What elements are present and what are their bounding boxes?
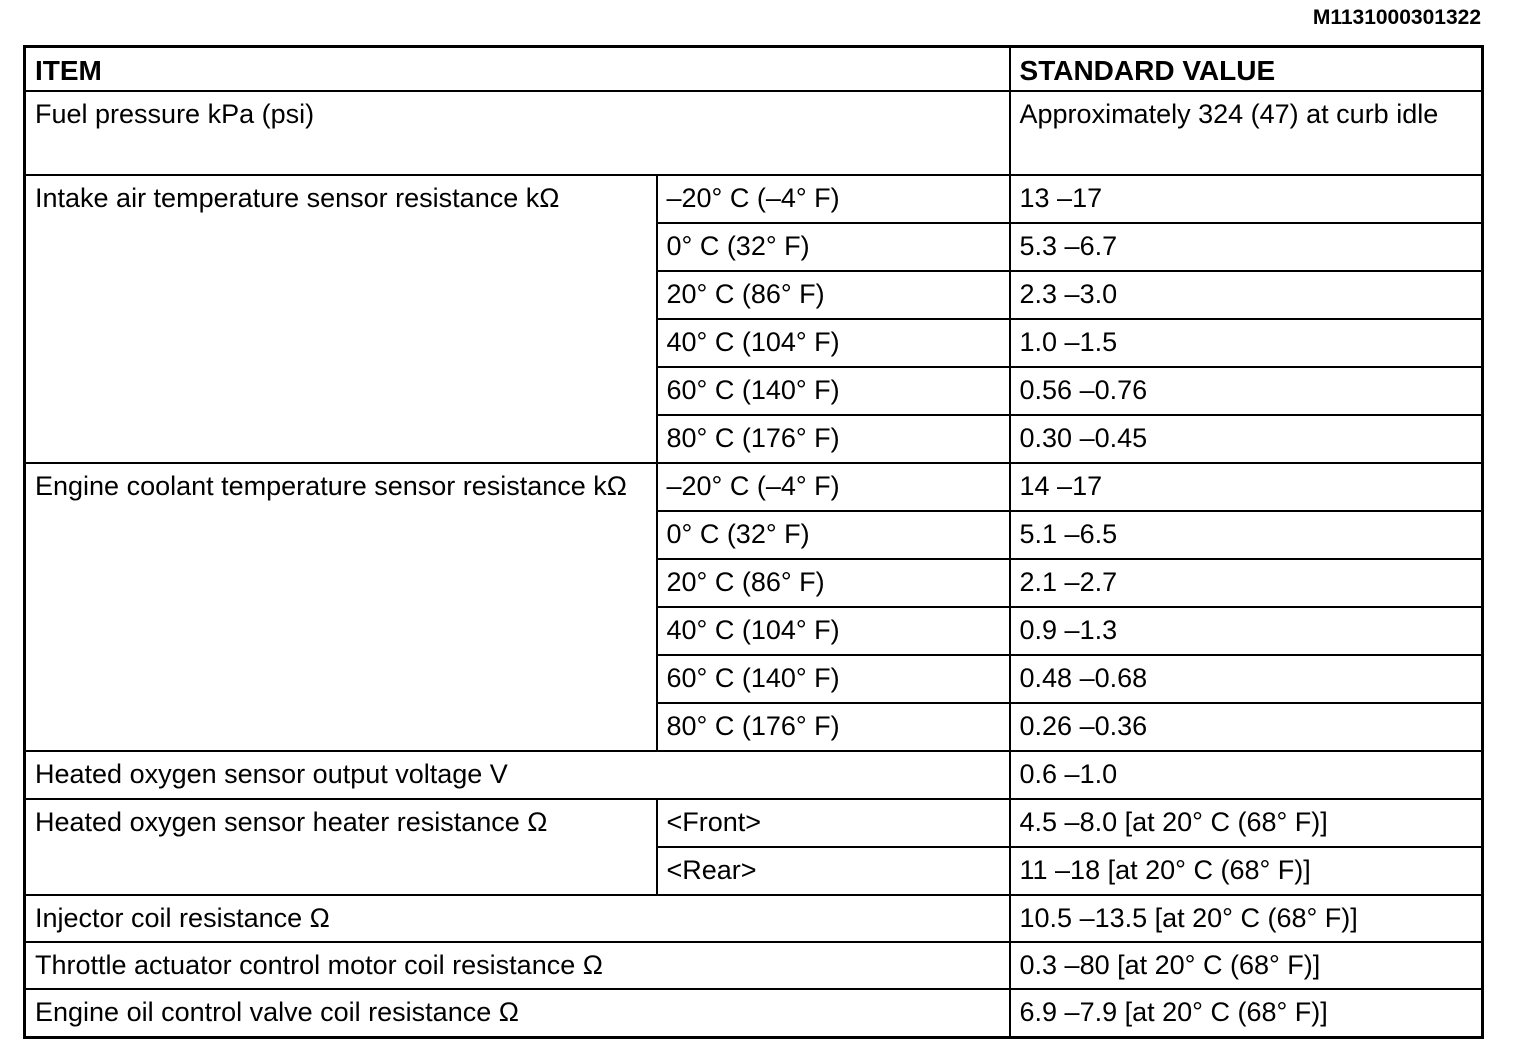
item-cell: Engine coolant temperature sensor resist… — [23, 462, 658, 752]
value-cell: 0.56 –0.76 — [1008, 366, 1484, 416]
table-row-fuel-pressure: Fuel pressure kPa (psi) Approximately 32… — [23, 90, 1484, 176]
doc-code: M1131000301322 — [1312, 6, 1481, 29]
table-row-o2-voltage: Heated oxygen sensor output voltage V 0.… — [23, 750, 1484, 800]
condition-cell: –20° C (–4° F) — [655, 462, 1011, 512]
table-row-throttle: Throttle actuator control motor coil res… — [23, 941, 1484, 990]
value-cell: 0.26 –0.36 — [1008, 702, 1484, 752]
condition-cell: 80° C (176° F) — [655, 702, 1011, 752]
standard-value-table: ITEM STANDARD VALUE Fuel pressure kPa (p… — [23, 45, 1485, 1039]
table-row-o2-heater-rear: <Rear> 11 –18 [at 20° C (68° F)] — [25, 846, 1484, 896]
item-cell: Engine oil control valve coil resistance… — [23, 988, 1011, 1038]
table-row-coolant-20: 20° C (86° F) 2.1 –2.7 — [25, 558, 1484, 608]
value-cell: 13 –17 — [1008, 174, 1484, 224]
condition-cell: –20° C (–4° F) — [655, 174, 1011, 224]
table-header-row: ITEM STANDARD VALUE — [23, 45, 1484, 92]
value-cell: 2.3 –3.0 — [1008, 270, 1484, 320]
item-cell: Injector coil resistance Ω — [23, 894, 1011, 943]
table-row-coolant-0: 0° C (32° F) 5.1 –6.5 — [25, 510, 1484, 560]
table-row-injector: Injector coil resistance Ω 10.5 –13.5 [a… — [23, 894, 1484, 943]
table-row-intake-minus20: Intake air temperature sensor resistance… — [23, 174, 1484, 464]
value-cell: 2.1 –2.7 — [1008, 558, 1484, 608]
table-row-coolant-40: 40° C (104° F) 0.9 –1.3 — [25, 606, 1484, 656]
table-row-o2-heater-front: Heated oxygen sensor heater resistance Ω… — [23, 798, 1484, 896]
condition-cell: 60° C (140° F) — [655, 654, 1011, 704]
item-cell: Heated oxygen sensor output voltage V — [23, 750, 1011, 800]
table-row-intake-20: 20° C (86° F) 2.3 –3.0 — [25, 270, 1484, 320]
condition-cell: <Front> — [655, 798, 1011, 848]
table-row-oil-valve: Engine oil control valve coil resistance… — [23, 988, 1484, 1038]
condition-cell: 20° C (86° F) — [655, 270, 1011, 320]
value-cell: 0.3 –80 [at 20° C (68° F)] — [1008, 941, 1484, 990]
value-cell: Approximately 324 (47) at curb idle — [1008, 90, 1484, 176]
item-cell: Throttle actuator control motor coil res… — [23, 941, 1011, 990]
table-row-coolant-minus20: Engine coolant temperature sensor resist… — [23, 462, 1484, 752]
item-cell: Intake air temperature sensor resistance… — [23, 174, 658, 464]
value-cell: 1.0 –1.5 — [1008, 318, 1484, 368]
table-row-intake-80: 80° C (176° F) 0.30 –0.45 — [25, 414, 1484, 464]
value-cell: 5.1 –6.5 — [1008, 510, 1484, 560]
condition-cell: 0° C (32° F) — [655, 510, 1011, 560]
header-standard-value: STANDARD VALUE — [1008, 45, 1484, 92]
value-cell: 5.3 –6.7 — [1008, 222, 1484, 272]
condition-cell: 80° C (176° F) — [655, 414, 1011, 464]
value-cell: 4.5 –8.0 [at 20° C (68° F)] — [1008, 798, 1484, 848]
value-cell: 11 –18 [at 20° C (68° F)] — [1008, 846, 1484, 896]
value-cell: 14 –17 — [1008, 462, 1484, 512]
value-cell: 0.48 –0.68 — [1008, 654, 1484, 704]
condition-cell: 40° C (104° F) — [655, 318, 1011, 368]
value-cell: 0.9 –1.3 — [1008, 606, 1484, 656]
table-row-intake-0: 0° C (32° F) 5.3 –6.7 — [25, 222, 1484, 272]
value-cell: 0.6 –1.0 — [1008, 750, 1484, 800]
condition-cell: 60° C (140° F) — [655, 366, 1011, 416]
item-cell: Heated oxygen sensor heater resistance Ω — [23, 798, 658, 896]
value-cell: 10.5 –13.5 [at 20° C (68° F)] — [1008, 894, 1484, 943]
condition-cell: 0° C (32° F) — [655, 222, 1011, 272]
condition-cell: <Rear> — [655, 846, 1011, 896]
table-row-intake-40: 40° C (104° F) 1.0 –1.5 — [25, 318, 1484, 368]
header-item: ITEM — [23, 45, 1011, 92]
table-row-coolant-80: 80° C (176° F) 0.26 –0.36 — [25, 702, 1484, 752]
value-cell: 6.9 –7.9 [at 20° C (68° F)] — [1008, 988, 1484, 1038]
table-row-coolant-60: 60° C (140° F) 0.48 –0.68 — [25, 654, 1484, 704]
condition-cell: 20° C (86° F) — [655, 558, 1011, 608]
item-cell: Fuel pressure kPa (psi) — [23, 90, 1011, 176]
condition-cell: 40° C (104° F) — [655, 606, 1011, 656]
table-row-intake-60: 60° C (140° F) 0.56 –0.76 — [25, 366, 1484, 416]
value-cell: 0.30 –0.45 — [1008, 414, 1484, 464]
